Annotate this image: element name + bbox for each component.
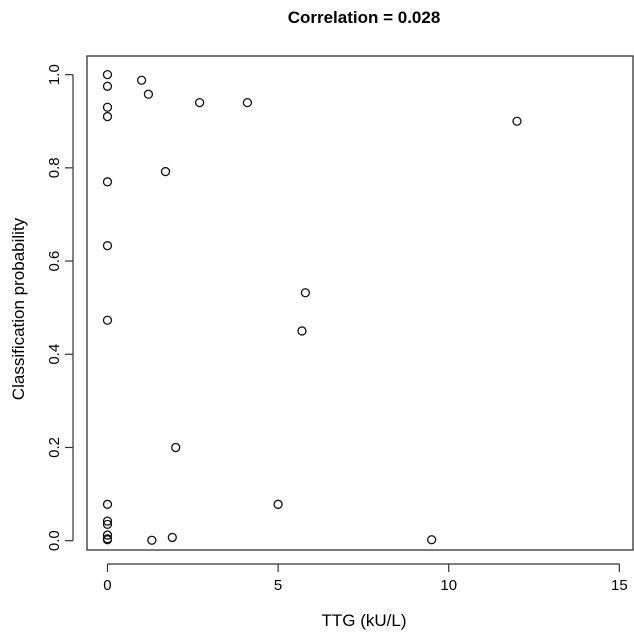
y-axis-label: Classification probability: [9, 217, 28, 400]
data-point: [102, 530, 113, 540]
y-tick-label: 1.0: [46, 64, 63, 85]
data-point: [136, 75, 147, 85]
data-point: [102, 81, 113, 91]
data-point: [300, 288, 311, 298]
x-tick-label: 0: [103, 577, 111, 594]
data-point: [102, 535, 113, 545]
plot-area: [86, 55, 634, 551]
x-tick-label: 5: [274, 577, 282, 594]
data-point: [194, 97, 205, 108]
y-tick-label: 0.0: [46, 530, 63, 551]
plot-border: [86, 55, 634, 551]
data-point: [102, 519, 113, 530]
data-point: [102, 177, 113, 187]
data-point: [147, 535, 157, 545]
data-point: [102, 69, 113, 80]
x-tick-label: 10: [440, 577, 457, 594]
data-point: [242, 97, 253, 108]
data-point: [143, 89, 154, 99]
data-point: [167, 532, 177, 543]
data-point: [297, 326, 307, 336]
data-point: [102, 516, 113, 526]
y-tick-label: 0.4: [46, 344, 63, 365]
data-point: [102, 499, 113, 509]
data-point: [102, 111, 113, 122]
data-point: [171, 442, 181, 453]
y-tick-label: 0.8: [46, 157, 63, 178]
y-tick-label: 0.6: [46, 251, 63, 272]
data-point: [102, 315, 113, 325]
chart-title: Correlation = 0.028: [288, 8, 441, 27]
data-point: [273, 499, 283, 509]
data-point: [102, 241, 113, 251]
data-point: [102, 102, 113, 112]
x-axis-label: TTG (kU/L): [322, 611, 407, 630]
data-points: [102, 69, 522, 545]
y-tick-label: 0.2: [46, 437, 63, 458]
data-point: [160, 166, 171, 177]
data-point: [512, 116, 522, 126]
data-point: [427, 535, 437, 545]
x-axis: 0 5 10 15: [103, 563, 628, 594]
y-axis: 0.0 0.2 0.4 0.6 0.8 1.0: [46, 64, 74, 551]
x-tick-label: 15: [611, 577, 628, 594]
